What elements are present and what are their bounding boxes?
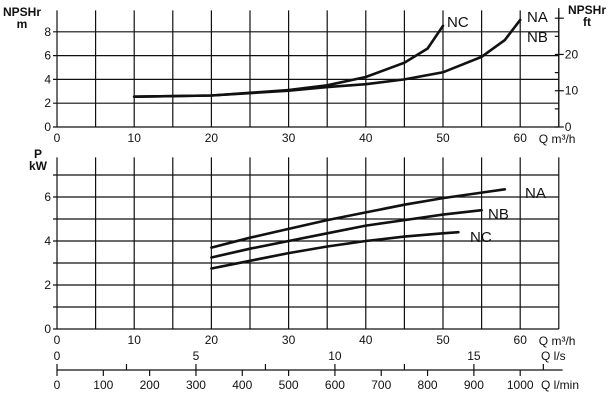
npsh-x-tick-label: 20 <box>205 131 219 145</box>
npsh-curve-nc <box>132 24 445 98</box>
lmin-tick-label: 0 <box>54 378 61 392</box>
power-y-tick-label: 0 <box>44 322 51 336</box>
npsh-x-tick-label: 50 <box>436 131 450 145</box>
power-curve-na <box>210 188 507 249</box>
lmin-tick-label: 500 <box>279 378 299 392</box>
power-x-tick-label: 0 <box>54 333 61 347</box>
ls-axis-label: Q l/s <box>541 349 566 363</box>
power-x-tick-label: 20 <box>205 333 219 347</box>
power-label-na: NA <box>525 185 546 202</box>
power-label-nc: NC <box>470 229 492 246</box>
power-y-axis-label: kW <box>29 159 48 173</box>
lmin-tick-label: 1000 <box>507 378 534 392</box>
lmin-tick-label: 600 <box>325 378 345 392</box>
npsh-x-tick-label: 40 <box>359 131 373 145</box>
npsh-y-axis-label: m <box>17 17 28 31</box>
npsh-x-tick-label: 0 <box>54 131 61 145</box>
npsh-x-tick-label: 10 <box>128 131 142 145</box>
power-x-tick-label: 40 <box>359 333 373 347</box>
npsh-ft-tick-label: 20 <box>565 47 579 61</box>
npsh-x-axis-label: Q m³/h <box>539 132 576 146</box>
npsh-ft-axis-label: NPSHr <box>568 3 606 17</box>
npsh-y-tick-label: 6 <box>44 49 51 63</box>
lmin-tick-label: 300 <box>186 378 206 392</box>
npsh-label-nb: NB <box>527 29 548 46</box>
ls-tick-label: 0 <box>54 349 61 363</box>
power-label-nb: NB <box>488 206 509 223</box>
npsh-label-nc: NC <box>447 14 469 31</box>
lmin-tick-label: 100 <box>93 378 113 392</box>
power-y-tick-label: 2 <box>44 278 51 292</box>
npsh-ft-tick-label: 0 <box>565 120 572 134</box>
lmin-tick-label: 200 <box>140 378 160 392</box>
npsh-y-tick-label: 8 <box>44 25 51 39</box>
power-x-tick-label: 30 <box>282 333 296 347</box>
npsh-y-axis-label: NPSHr <box>3 5 41 19</box>
npsh-ft-axis-label: ft <box>583 15 591 29</box>
lmin-axis-label: Q l/min <box>541 378 579 392</box>
npsh-y-tick-label: 4 <box>44 72 51 86</box>
lmin-tick-label: 700 <box>371 378 391 392</box>
power-x-tick-label: 50 <box>436 333 450 347</box>
lmin-tick-label: 400 <box>232 378 252 392</box>
npsh-label-na: NA <box>527 9 548 26</box>
npsh-x-tick-label: 60 <box>514 131 528 145</box>
npsh-ft-tick-label: 10 <box>565 84 579 98</box>
power-curve-nb <box>210 208 483 259</box>
ls-tick-label: 10 <box>328 349 342 363</box>
power-curve-nc <box>210 230 460 270</box>
power-y-tick-label: 6 <box>44 190 51 204</box>
lmin-tick-label: 900 <box>464 378 484 392</box>
ls-tick-label: 5 <box>193 349 200 363</box>
power-x-tick-label: 10 <box>128 333 142 347</box>
ls-tick-label: 15 <box>467 349 481 363</box>
power-x-tick-label: 60 <box>514 333 528 347</box>
npsh-y-tick-label: 2 <box>44 96 51 110</box>
power-x-axis-label: Q m³/h <box>539 334 576 348</box>
lmin-tick-label: 800 <box>418 378 438 392</box>
npsh-x-tick-label: 30 <box>282 131 296 145</box>
power-y-axis-label: P <box>34 147 42 161</box>
npsh-y-tick-label: 0 <box>44 120 51 134</box>
power-y-tick-label: 4 <box>44 234 51 248</box>
